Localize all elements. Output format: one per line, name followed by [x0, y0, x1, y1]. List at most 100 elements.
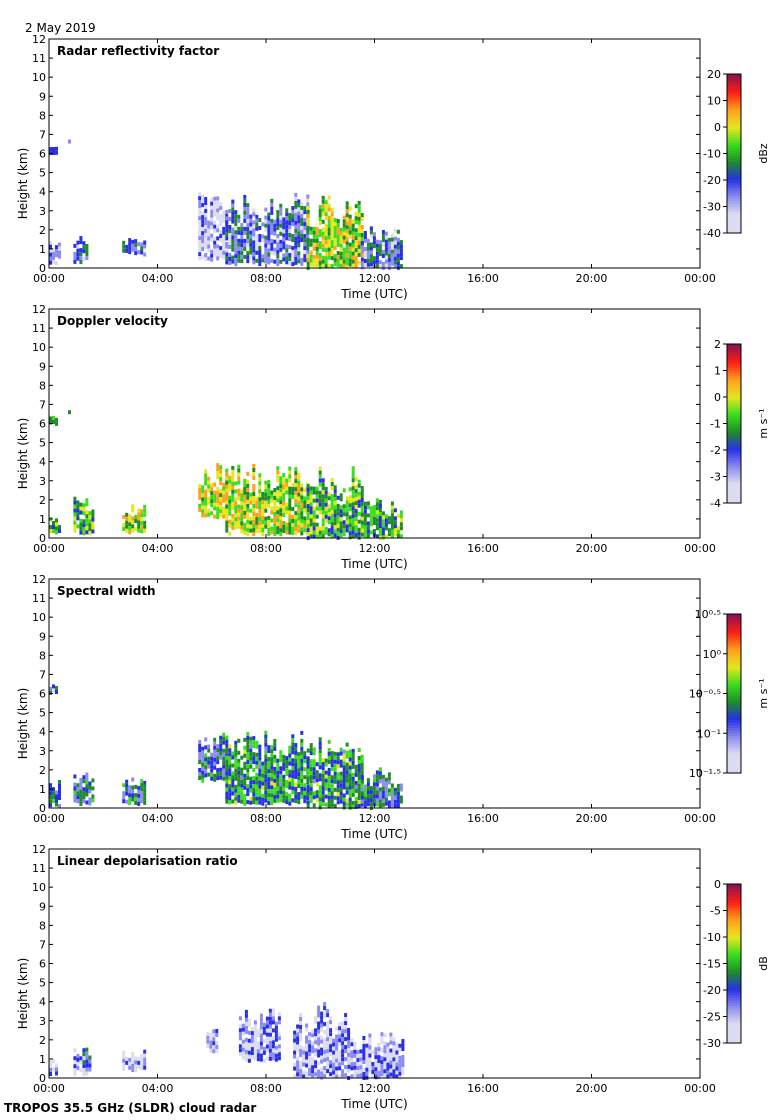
data-cell — [372, 236, 376, 241]
data-cell — [285, 772, 289, 777]
data-cell — [276, 498, 280, 503]
data-cell — [201, 762, 205, 767]
data-cell — [273, 223, 277, 228]
data-cell — [276, 518, 280, 523]
data-cell — [258, 254, 262, 258]
data-cell — [375, 778, 379, 783]
data-cell — [249, 516, 253, 521]
data-cell — [383, 1053, 387, 1058]
data-cell — [131, 1056, 135, 1060]
data-cell — [198, 248, 202, 253]
data-cell — [231, 763, 235, 768]
data-cell — [335, 1066, 339, 1071]
data-cell — [219, 775, 223, 780]
data-cell — [371, 1074, 375, 1078]
data-cell — [246, 527, 250, 532]
data-cell — [246, 251, 250, 256]
data-cell — [315, 790, 319, 795]
data-cell — [238, 1028, 242, 1033]
data-cell — [390, 783, 394, 788]
data-cell — [288, 797, 292, 802]
data-cell — [282, 774, 286, 779]
data-cell — [137, 512, 141, 517]
colorbar-step — [727, 648, 741, 652]
data-cell — [333, 775, 337, 780]
data-cell — [240, 231, 244, 236]
y-axis-label: Height (km) — [16, 148, 30, 219]
data-cell — [363, 796, 367, 801]
data-cell — [137, 1064, 141, 1069]
data-cell — [306, 213, 310, 218]
data-cell — [291, 519, 295, 523]
data-cell — [387, 528, 391, 533]
data-cell — [241, 1047, 245, 1052]
data-cell — [365, 1063, 369, 1068]
data-cell — [131, 528, 135, 533]
colorbar-step — [727, 974, 741, 978]
data-cell — [297, 239, 301, 244]
data-cell — [357, 236, 361, 241]
colorbar-step — [727, 89, 741, 94]
data-cell — [128, 1065, 132, 1070]
colorbar-step — [727, 619, 741, 623]
data-cell — [206, 1031, 210, 1036]
data-cell — [398, 1043, 402, 1048]
data-cell — [279, 496, 283, 501]
data-cell — [320, 1019, 324, 1024]
data-cell — [76, 1053, 80, 1058]
colorbar-step — [727, 950, 741, 954]
data-cell — [246, 788, 250, 793]
data-cell — [137, 801, 141, 806]
data-cell — [333, 509, 337, 514]
data-cell — [264, 754, 268, 759]
data-cell — [345, 504, 349, 509]
data-cell — [288, 474, 292, 479]
data-cell — [396, 229, 400, 234]
data-cell — [265, 1040, 269, 1045]
data-cell — [234, 501, 238, 506]
data-cell — [345, 520, 349, 525]
data-cell — [399, 522, 403, 527]
data-cell — [306, 492, 310, 497]
y-tick-label: 4 — [39, 186, 46, 199]
data-cell — [335, 1074, 339, 1079]
data-cell — [249, 218, 253, 223]
data-cell — [393, 532, 397, 537]
data-cell — [228, 788, 232, 793]
data-cell — [398, 1063, 402, 1068]
data-cell — [249, 508, 253, 513]
y-tick-label: 0 — [39, 532, 46, 545]
colorbar-step — [727, 640, 741, 644]
data-cell — [360, 802, 364, 807]
data-cell — [291, 250, 295, 255]
data-cell — [264, 516, 268, 521]
data-cell — [219, 755, 223, 760]
data-cell — [345, 209, 349, 214]
data-cell — [384, 534, 388, 539]
data-cell — [318, 213, 322, 217]
data-cell — [198, 196, 202, 201]
data-cell — [85, 502, 89, 507]
data-cell — [143, 524, 147, 529]
data-cell — [55, 150, 58, 155]
data-cell — [383, 1057, 387, 1062]
data-cell — [252, 520, 256, 524]
data-cell — [297, 784, 301, 789]
data-cell — [329, 1064, 333, 1069]
data-cell — [333, 234, 337, 239]
data-cell — [375, 770, 379, 775]
data-cell — [228, 245, 232, 249]
data-cell — [390, 257, 394, 262]
data-cell — [204, 497, 208, 502]
data-cell — [249, 528, 253, 533]
data-cell — [219, 509, 223, 514]
data-cell — [282, 758, 286, 763]
data-cell — [308, 1040, 312, 1045]
data-cell — [262, 1050, 266, 1055]
data-cell — [381, 794, 385, 799]
data-cell — [354, 204, 358, 209]
data-cell — [333, 767, 337, 772]
data-cell — [363, 788, 367, 793]
data-cell — [366, 505, 370, 510]
data-cell — [228, 233, 232, 237]
